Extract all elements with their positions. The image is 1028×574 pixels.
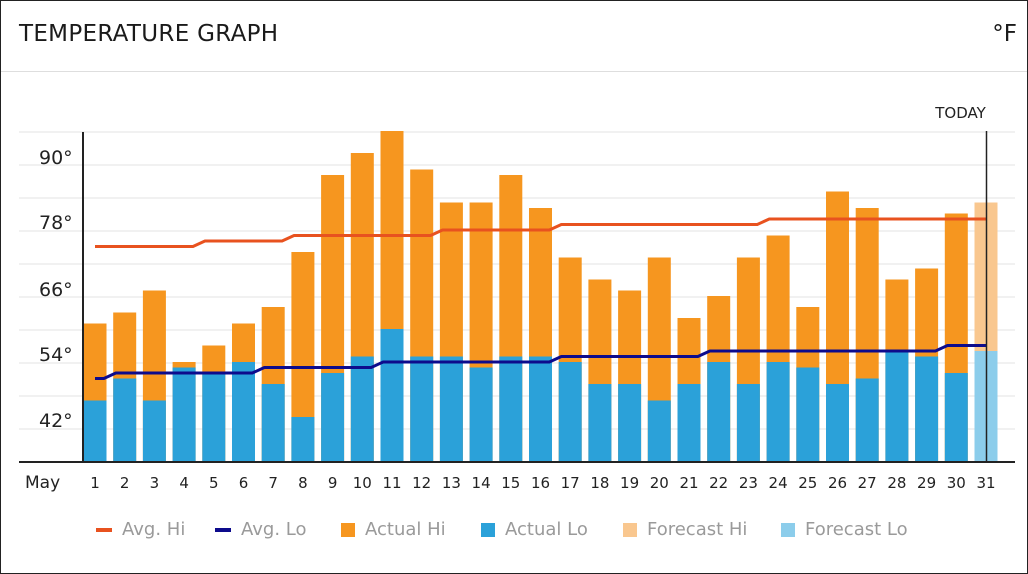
average-lines bbox=[95, 217, 986, 380]
x-tick-label: 26 bbox=[828, 474, 847, 492]
x-tick-label: 17 bbox=[561, 474, 580, 492]
y-tick-label: 54° bbox=[39, 344, 73, 366]
bar-actual-lo[interactable] bbox=[766, 362, 790, 461]
x-tick-label: 8 bbox=[298, 474, 308, 492]
bar-actual-lo[interactable] bbox=[113, 378, 137, 462]
legend-actual-hi[interactable]: Actual Hi bbox=[341, 519, 446, 540]
bar-actual-lo[interactable] bbox=[469, 367, 493, 462]
legend-label: Actual Hi bbox=[365, 519, 446, 540]
legend-label: Avg. Hi bbox=[122, 519, 186, 540]
bar-actual-lo[interactable] bbox=[261, 384, 285, 461]
bar-actual-lo[interactable] bbox=[707, 362, 731, 461]
header: TEMPERATURE GRAPH °F bbox=[1, 1, 1027, 72]
bar-actual-hi[interactable] bbox=[291, 252, 315, 461]
legend-label: Avg. Lo bbox=[241, 519, 307, 540]
x-tick-label: 22 bbox=[709, 474, 728, 492]
legend-swatch-avg-lo bbox=[215, 527, 231, 532]
bar-actual-lo[interactable] bbox=[291, 417, 315, 461]
bar-actual-lo[interactable] bbox=[202, 373, 226, 461]
x-tick-label: 1 bbox=[90, 474, 100, 492]
x-tick-label: 19 bbox=[620, 474, 639, 492]
bar-actual-lo[interactable] bbox=[321, 373, 345, 461]
x-tick-label: 24 bbox=[769, 474, 788, 492]
x-tick-label: 13 bbox=[442, 474, 461, 492]
bar-actual-lo[interactable] bbox=[826, 384, 849, 461]
x-tick-label: 21 bbox=[679, 474, 698, 492]
bar-actual-lo[interactable] bbox=[172, 367, 196, 462]
legend-avg-lo[interactable]: Avg. Lo bbox=[215, 519, 307, 540]
x-tick-label: 25 bbox=[798, 474, 817, 492]
bar-actual-lo[interactable] bbox=[588, 384, 612, 461]
bar-actual-lo[interactable] bbox=[885, 351, 909, 461]
legend-swatch-actual-lo bbox=[481, 522, 495, 537]
line-avg-lo[interactable] bbox=[95, 344, 986, 380]
x-tick-label: 20 bbox=[650, 474, 669, 492]
x-tick-label: 16 bbox=[531, 474, 550, 492]
x-tick-label: 5 bbox=[209, 474, 219, 492]
bar-actual-lo[interactable] bbox=[529, 356, 552, 462]
legend-avg-hi[interactable]: Avg. Hi bbox=[96, 519, 185, 540]
bar-actual-lo[interactable] bbox=[677, 384, 701, 461]
bar-actual-lo[interactable] bbox=[380, 329, 404, 461]
bars bbox=[83, 131, 998, 462]
axes: 42°54°66°78°90°1 2 3 4 5 6 7 8 9 10 11 12 13 14 15 16 17… bbox=[19, 104, 1015, 493]
page-title: TEMPERATURE GRAPH bbox=[19, 21, 279, 47]
bar-actual-lo[interactable] bbox=[944, 373, 968, 461]
legend-label: Forecast Lo bbox=[805, 519, 908, 540]
x-tick-label: 15 bbox=[501, 474, 520, 492]
legend-swatch-actual-hi bbox=[341, 522, 355, 537]
y-tick-label: 66° bbox=[39, 279, 73, 301]
bar-actual-lo[interactable] bbox=[915, 356, 939, 462]
x-tick-label: 23 bbox=[739, 474, 758, 492]
y-tick-label: 90° bbox=[39, 147, 73, 169]
x-tick-label: 18 bbox=[590, 474, 609, 492]
x-tick-label: 10 bbox=[353, 474, 372, 492]
bar-actual-lo[interactable] bbox=[855, 378, 879, 462]
bar-actual-lo[interactable] bbox=[410, 356, 434, 462]
today-label: TODAY bbox=[934, 104, 986, 122]
x-tick-label: 12 bbox=[412, 474, 431, 492]
legend-actual-lo[interactable]: Actual Lo bbox=[481, 519, 588, 540]
line-avg-hi[interactable] bbox=[95, 217, 986, 248]
unit-toggle[interactable]: °F bbox=[992, 21, 1017, 47]
legend-label: Actual Lo bbox=[505, 519, 588, 540]
month-label: May bbox=[25, 473, 60, 493]
bar-actual-lo[interactable] bbox=[232, 362, 255, 461]
x-tick-label: 4 bbox=[179, 474, 189, 492]
bar-actual-lo[interactable] bbox=[736, 384, 760, 461]
bar-actual-lo[interactable] bbox=[558, 362, 582, 461]
legend-forecast-lo[interactable]: Forecast Lo bbox=[781, 519, 908, 540]
x-tick-label: 31 bbox=[976, 474, 995, 492]
legend: Avg. Hi Avg. Lo Actual Hi Actual Lo Fore… bbox=[1, 513, 1027, 553]
bar-actual-lo[interactable] bbox=[439, 356, 463, 462]
bar-actual-lo[interactable] bbox=[350, 356, 374, 462]
bar-actual-lo[interactable] bbox=[796, 367, 820, 462]
y-tick-label: 78° bbox=[39, 212, 73, 234]
x-tick-label: 9 bbox=[328, 474, 338, 492]
x-tick-label: 2 bbox=[120, 474, 130, 492]
x-tick-label: 28 bbox=[887, 474, 906, 492]
x-tick-label: 29 bbox=[917, 474, 936, 492]
legend-swatch-forecast-hi bbox=[623, 522, 637, 537]
x-tick-label: 7 bbox=[268, 474, 278, 492]
bar-actual-lo[interactable] bbox=[83, 400, 107, 462]
x-tick-label: 14 bbox=[472, 474, 491, 492]
bar-actual-lo[interactable] bbox=[142, 400, 166, 462]
bar-actual-lo[interactable] bbox=[647, 400, 671, 462]
legend-label: Forecast Hi bbox=[647, 519, 748, 540]
x-tick-label: 3 bbox=[150, 474, 160, 492]
bar-actual-lo[interactable] bbox=[499, 356, 523, 462]
x-tick-label: 27 bbox=[858, 474, 877, 492]
x-tick-label: 6 bbox=[239, 474, 249, 492]
legend-swatch-avg-hi bbox=[96, 527, 112, 532]
legend-forecast-hi[interactable]: Forecast Hi bbox=[623, 519, 747, 540]
x-tick-label: 11 bbox=[382, 474, 401, 492]
y-tick-label: 42° bbox=[39, 410, 73, 432]
legend-swatch-forecast-lo bbox=[781, 522, 795, 537]
x-tick-label: 30 bbox=[947, 474, 966, 492]
bar-actual-lo[interactable] bbox=[618, 384, 642, 461]
